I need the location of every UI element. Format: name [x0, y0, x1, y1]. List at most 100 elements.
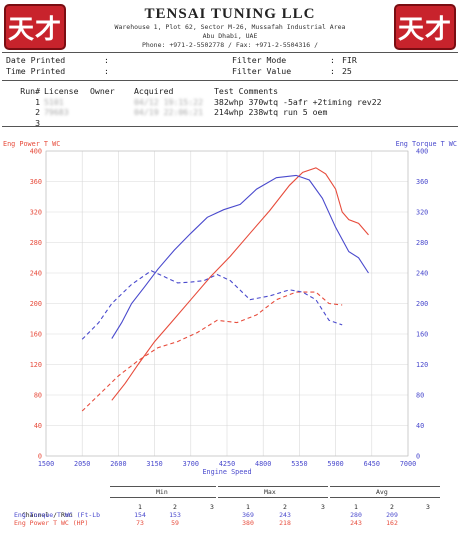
- x-tick-label: 3700: [183, 460, 199, 468]
- runs-header-run: Run#: [20, 86, 40, 96]
- left-tick-label: 240: [30, 270, 42, 278]
- run-license: 5101: [44, 96, 64, 107]
- x-tick-label: 4800: [255, 460, 271, 468]
- summary-min-value: 153: [169, 511, 181, 519]
- summary-run-number: 3: [210, 503, 214, 511]
- summary-run-number: 3: [321, 503, 325, 511]
- right-tick-label: 200: [416, 300, 428, 308]
- plot-frame: [45, 150, 409, 457]
- summary-channel-label: Channel / Run: [21, 511, 73, 519]
- runs-header-acquired: Acquired: [134, 86, 174, 96]
- right-tick-label: 320: [416, 209, 428, 217]
- left-tick-label: 80: [34, 392, 42, 400]
- run-number: 1: [35, 96, 40, 107]
- contact-line: Phone: +971-2-5502778 / Fax: +971-2-5504…: [141, 41, 319, 49]
- series-line-run1-torque: [111, 174, 369, 339]
- summary-group-max: Max: [264, 488, 276, 496]
- run-number: 3: [35, 117, 40, 128]
- runs-header-comments: Test Comments: [214, 86, 279, 96]
- runs-header-license: License: [44, 86, 79, 96]
- x-tick-label: 2600: [110, 460, 126, 468]
- right-axis-ticks: 0 40 80 120 160 200 240 280 320 360 400: [416, 148, 428, 461]
- left-tick-label: 320: [30, 209, 42, 217]
- summary-run-number: 2: [283, 503, 287, 511]
- run-license: 79683: [44, 107, 69, 117]
- chart-grid: [45, 150, 409, 457]
- x-tick-label: 5350: [291, 460, 307, 468]
- left-tick-label: 0: [38, 453, 42, 461]
- right-tick-label: 160: [416, 331, 428, 339]
- summary-min-value: 154: [134, 511, 146, 519]
- x-tick-label: 3150: [146, 460, 162, 468]
- filter-mode-value: FIR: [342, 55, 357, 65]
- address-line-1: Warehouse 1, Plot 62, Sector M-26, Mussa…: [114, 23, 346, 31]
- summary-avg-subrule: [330, 497, 440, 498]
- filter-mode-label: Filter Mode: [232, 55, 287, 65]
- left-axis-ticks: 0 40 80 120 160 200 240 280 320 360 400: [30, 148, 42, 461]
- right-axis-title: Eng Torque T WC: [395, 140, 457, 148]
- summary-run-number: 2: [173, 503, 177, 511]
- filter-value-value: 25: [342, 66, 352, 76]
- company-header: TENSAI TUNING LLC Warehouse 1, Plot 62, …: [70, 6, 390, 50]
- filter-value-label: Filter Value: [232, 66, 292, 76]
- summary-avg-value: 243: [350, 519, 362, 527]
- runs-header-row: Run# License Owner Acquired Test Comment…: [14, 86, 414, 97]
- header-divider: [2, 52, 458, 53]
- runs-table: Run# License Owner Acquired Test Comment…: [14, 86, 414, 128]
- company-logo-left: 天才: [4, 4, 66, 50]
- table-row: 2 79683 04/19 22:06:21 214whp 238wtq run…: [14, 107, 414, 118]
- date-printed-colon: :: [104, 55, 109, 65]
- summary-min-value: 73: [136, 519, 144, 527]
- x-axis-ticks: 1500 2050 2600 3150 3700 4250 4800 5350 5900 6450…: [38, 460, 416, 468]
- time-printed-colon: :: [104, 66, 109, 76]
- summary-min-value: 59: [171, 519, 179, 527]
- time-printed-label: Time Printed: [6, 66, 66, 76]
- left-tick-label: 160: [30, 331, 42, 339]
- left-tick-label: 360: [30, 178, 42, 186]
- left-axis-title: Eng Power T WC: [3, 140, 61, 148]
- table-row: 3: [14, 118, 414, 129]
- run-acquired: 04/19 22:06:21: [134, 107, 204, 117]
- run-comment: 382whp 370wtq -5afr +2timing rev22: [214, 96, 382, 107]
- summary-avg-rule: [330, 486, 440, 487]
- summary-channel-name: Eng Power T WC (HP): [14, 519, 89, 527]
- summary-header-row: Channel / Run: [14, 503, 73, 519]
- runs-divider: [2, 126, 458, 127]
- x-tick-label: 1500: [38, 460, 54, 468]
- left-tick-label: 200: [30, 300, 42, 308]
- summary-run-number: 1: [354, 503, 358, 511]
- filter-value-colon: :: [330, 66, 335, 76]
- x-tick-label: 4250: [219, 460, 235, 468]
- summary-min-subrule: [110, 497, 216, 498]
- summary-max-rule: [218, 486, 328, 487]
- x-tick-label: 7000: [400, 460, 416, 468]
- left-tick-label: 120: [30, 361, 42, 369]
- summary-max-subrule: [218, 497, 328, 498]
- right-tick-label: 80: [416, 392, 424, 400]
- summary-run-number: 1: [246, 503, 250, 511]
- summary-max-value: 380: [242, 519, 254, 527]
- left-tick-label: 280: [30, 239, 42, 247]
- x-axis-title: Engine Speed: [202, 468, 251, 476]
- company-logo-right: 天才: [394, 4, 456, 50]
- right-tick-label: 40: [416, 422, 424, 430]
- summary-avg-value: 280: [350, 511, 362, 519]
- summary-run-number: 2: [390, 503, 394, 511]
- run-acquired: 04/12 19:15:22: [134, 96, 204, 107]
- summary-avg-value: 162: [386, 519, 398, 527]
- summary-run-number: 3: [426, 503, 430, 511]
- summary-max-value: 243: [279, 511, 291, 519]
- x-tick-label: 2050: [74, 460, 90, 468]
- run-comment: 214whp 238wtq run 5 oem: [214, 107, 328, 117]
- summary-max-value: 369: [242, 511, 254, 519]
- right-tick-label: 400: [416, 148, 428, 156]
- address-line-2: Abu Dhabi, UAE: [202, 32, 258, 40]
- summary-group-avg: Avg: [376, 488, 388, 496]
- right-tick-label: 240: [416, 270, 428, 278]
- filter-mode-colon: :: [330, 55, 335, 65]
- date-printed-label: Date Printed: [6, 55, 66, 65]
- table-row: 1 5101 04/12 19:15:22 382whp 370wtq -5af…: [14, 97, 414, 108]
- run-number: 2: [35, 107, 40, 117]
- summary-max-value: 218: [279, 519, 291, 527]
